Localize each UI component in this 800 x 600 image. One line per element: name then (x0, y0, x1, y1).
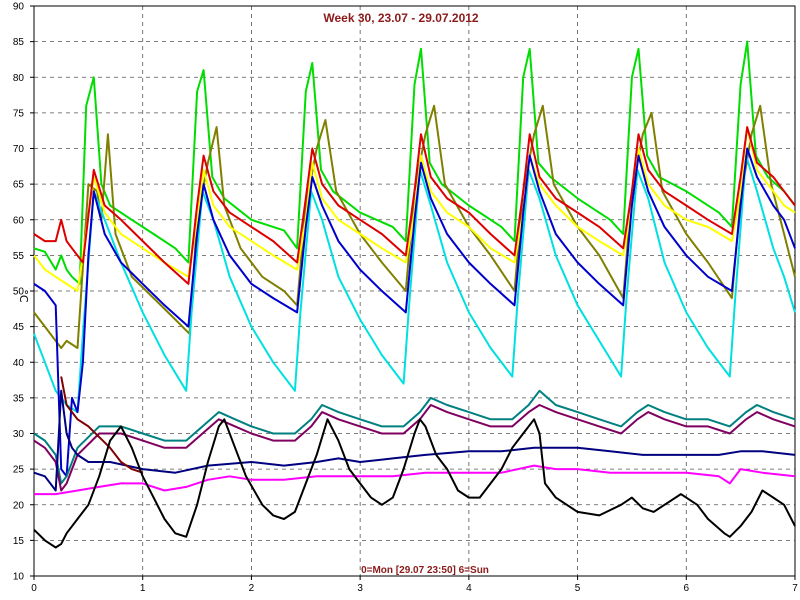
x-tick-label: 6 (684, 583, 690, 594)
y-tick-label: 75 (13, 108, 25, 119)
series-line (33, 389, 796, 485)
x-tick-label: 4 (466, 583, 472, 594)
y-axis-label: °C (17, 289, 30, 303)
series-lines (33, 40, 796, 549)
y-tick-label: 20 (13, 500, 25, 511)
x-tick-label: 5 (575, 583, 581, 594)
y-tick-label: 70 (13, 144, 25, 155)
grid-lines (34, 6, 795, 576)
y-tick-label: 40 (13, 358, 25, 369)
y-tick-label: 10 (13, 572, 25, 583)
y-tick-label: 30 (13, 429, 25, 440)
series-line (33, 104, 796, 349)
y-tick-label: 90 (13, 2, 25, 13)
series-line (33, 154, 796, 414)
y-tick-label: 85 (13, 37, 25, 48)
y-tick-label: 15 (13, 536, 25, 547)
x-tick-label: 2 (249, 583, 255, 594)
x-axis-label: 0=Mon [29.07 23:50] 6=Sun (361, 565, 489, 576)
series-line (33, 126, 796, 285)
y-tick-label: 45 (13, 322, 25, 333)
x-tick-label: 1 (140, 583, 146, 594)
y-tick-label: 50 (13, 287, 25, 298)
series-line (33, 147, 796, 478)
y-tick-label: 65 (13, 180, 25, 191)
y-axis-ticks: 10 15 20 25 30 35 40 45 50 55 60 65 70 75 80 85 90 (13, 2, 34, 583)
y-tick-label: 80 (13, 73, 25, 84)
series-line (33, 418, 796, 549)
chart-title: Week 30, 23.07 - 29.07.2012 (323, 11, 479, 25)
y-tick-label: 25 (13, 465, 25, 476)
x-axis-ticks: 0 1 2 3 4 5 6 7 (31, 576, 798, 594)
y-tick-label: 35 (13, 393, 25, 404)
series-line (33, 404, 796, 492)
x-tick-label: 7 (792, 583, 798, 594)
x-tick-label: 3 (357, 583, 363, 594)
x-tick-label: 0 (31, 583, 37, 594)
series-line (60, 376, 144, 474)
series-line (33, 389, 796, 492)
y-tick-label: 55 (13, 251, 25, 262)
y-tick-label: 60 (13, 215, 25, 226)
